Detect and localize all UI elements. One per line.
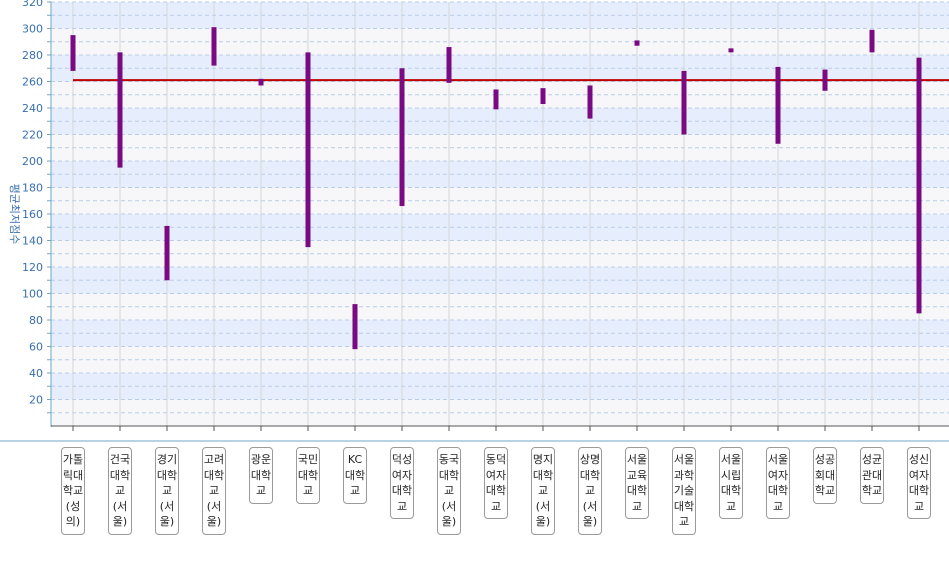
range-bar [70,35,76,71]
x-tick-label: KC대학교 [343,447,367,504]
y-axis-title: 평균최저점수 [8,184,21,245]
x-tick-label: 상명대학교(서울) [578,447,602,535]
range-bar [352,304,358,350]
y-tick-label: 100 [22,288,43,301]
y-tick-label: 200 [22,155,43,168]
y-tick-label: 300 [22,23,43,36]
x-tick-label: 서울교육대학교 [625,447,649,519]
y-tick-label: 260 [22,76,43,89]
range-bar [916,57,922,314]
range-bar [211,27,217,66]
y-tick-label: 320 [22,0,43,9]
range-bar [117,52,123,168]
y-tick-label: 280 [22,49,43,62]
range-bar [634,40,640,46]
x-tick-label: 서울시립대학교 [719,447,743,519]
x-tick-label: 명지대학교(서울) [531,447,555,535]
x-tick-label: 덕성여자대학교 [390,447,414,519]
x-tick-label: 광운대학교 [249,447,273,504]
y-tick-label: 140 [22,235,43,248]
range-bar [587,85,593,119]
y-tick-label: 60 [29,341,43,354]
x-tick-label: 가톨릭대학교(성의) [61,447,85,535]
range-bar [164,225,170,281]
x-tick-label: 동덕여자대학교 [484,447,508,519]
x-tick-label: 동국대학교(서울) [437,447,461,535]
range-bar [681,70,687,135]
x-tick-label: 고려대학교(서울) [202,447,226,535]
range-bar [446,47,452,83]
x-tick-label: 국민대학교 [296,447,320,504]
range-bar [775,66,781,144]
y-tick-label: 220 [22,129,43,142]
range-bar [399,68,405,207]
range-bar [540,88,546,105]
range-bar [493,89,499,110]
y-tick-label: 20 [29,394,43,407]
range-bar [305,52,311,248]
x-tick-label: 성균관대학교 [860,447,884,504]
x-tick-label: 성신여자대학교 [907,447,931,519]
range-bar [258,78,264,86]
x-tick-label: 경기대학교(서울) [155,447,179,535]
range-bar [728,48,734,53]
x-tick-label: 서울과학기술대학교 [672,447,696,535]
x-tick-label: 성공회대학교 [813,447,837,504]
x-tick-label: 건국대학교(서울) [108,447,132,535]
y-tick-label: 180 [22,182,43,195]
y-tick-label: 120 [22,261,43,274]
y-tick-label: 80 [29,314,43,327]
y-tick-label: 240 [22,102,43,115]
y-tick-label: 40 [29,367,43,380]
x-tick-label: 서울여자대학교 [766,447,790,519]
range-bar [869,29,875,53]
y-tick-label: 160 [22,208,43,221]
range-bar [822,69,828,91]
